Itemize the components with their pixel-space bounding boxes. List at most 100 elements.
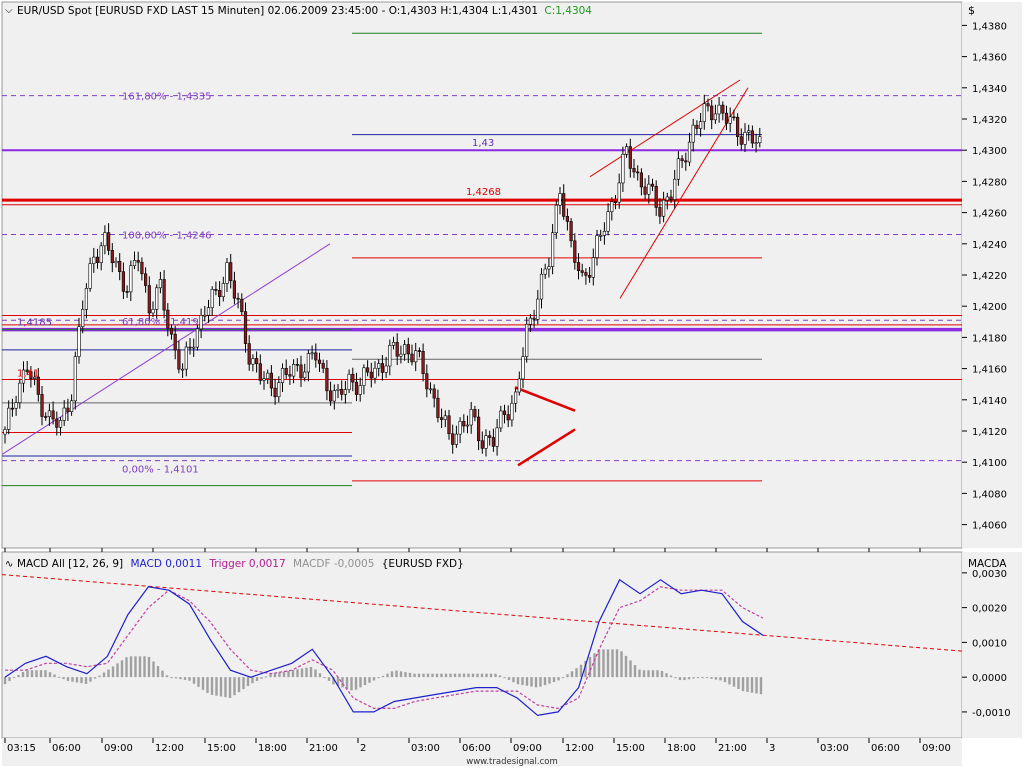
time-tick-label: 09:00 — [104, 743, 133, 754]
time-tick-label: 09:00 — [922, 743, 951, 754]
candle — [580, 270, 584, 273]
macdf-bar — [692, 677, 695, 679]
candle — [539, 273, 544, 300]
candle — [47, 410, 51, 417]
candle — [99, 245, 103, 263]
candle — [336, 388, 340, 391]
candle — [188, 346, 192, 349]
macdf-bar — [44, 670, 47, 678]
macd-header-prefix: MACD All [12, 26, 9] — [17, 558, 123, 570]
price-header: EUR/USD Spot [EURUSD FXD LAST 15 Minuten… — [17, 5, 592, 17]
macdf-bar — [165, 675, 169, 678]
candle — [595, 235, 599, 258]
macdf-bar — [665, 673, 668, 678]
macdf-bar — [476, 673, 479, 678]
candle — [70, 400, 74, 413]
candle — [647, 183, 651, 195]
candle — [573, 240, 577, 263]
macdf-bar — [75, 677, 79, 683]
macdf-bar — [593, 653, 596, 678]
macdf-bar — [116, 663, 119, 678]
macd-panel-icon[interactable]: ∿ — [5, 559, 13, 570]
candle — [480, 440, 484, 449]
triangle-upper-line — [514, 386, 576, 412]
time-tick-label: 06:00 — [462, 743, 491, 754]
time-tick-label: 3 — [769, 743, 775, 754]
candle — [476, 416, 481, 442]
macdf-bar — [561, 677, 565, 679]
candle — [406, 344, 410, 355]
macdf-bar — [728, 677, 731, 685]
candle — [421, 351, 425, 375]
macdf-bar — [629, 660, 632, 678]
macdf-bar — [305, 667, 308, 678]
candle — [310, 352, 314, 355]
macdf-bar — [701, 677, 704, 679]
time-tick-label: 03:00 — [820, 743, 849, 754]
macdf-bar — [552, 677, 556, 683]
macd-plot-area[interactable] — [1, 551, 963, 739]
candle — [155, 287, 159, 310]
macdf-bar — [462, 673, 466, 678]
candle — [273, 387, 277, 398]
time-tick-label: 18:00 — [667, 743, 696, 754]
macdf-bar — [318, 673, 322, 678]
candle — [225, 262, 229, 284]
macdf-bar — [152, 661, 155, 678]
candle — [547, 266, 551, 270]
candle — [365, 367, 370, 373]
macdf-bar — [35, 670, 38, 678]
candle — [673, 178, 677, 200]
candle — [506, 414, 510, 421]
macdf-bar — [732, 677, 736, 687]
candle — [199, 315, 203, 330]
macd-axis-area[interactable] — [962, 552, 1022, 738]
price-panel-icon[interactable]: ⌵ — [5, 5, 13, 16]
price-axis-area[interactable] — [962, 2, 1022, 548]
candle — [536, 298, 540, 320]
macd-symbol-label: {EURUSD FXD} — [382, 558, 464, 570]
price-tick-label: 1,4080 — [972, 489, 1007, 500]
time-tick-label: 06:00 — [871, 743, 900, 754]
time-axis-ticks: 03:15 06:00 09:00 12:00 15:00 18:00 21:00 2 03:0… — [4, 548, 951, 754]
macdf-bar — [453, 673, 457, 678]
time-axis-area[interactable] — [2, 738, 962, 766]
candle — [95, 256, 100, 263]
candle — [687, 141, 692, 163]
fib-label-0: 0,00% - 1,4101 — [122, 465, 199, 476]
candle — [332, 390, 336, 402]
macdf-bar — [525, 677, 529, 686]
macdf-bar — [458, 673, 461, 678]
candle — [114, 260, 118, 264]
candle — [247, 343, 251, 365]
candle — [40, 394, 44, 417]
macdf-bar — [219, 677, 223, 697]
time-tick-label: 06:00 — [52, 743, 81, 754]
candle — [569, 221, 573, 242]
macdf-bar — [498, 675, 502, 678]
price-tick-label: 1,4100 — [972, 458, 1007, 469]
candle — [721, 104, 725, 114]
macdf-bar — [548, 677, 551, 684]
candle — [484, 435, 488, 449]
macdf-bar — [21, 671, 25, 678]
price-tick-label: 1,4380 — [972, 21, 1007, 32]
candle — [280, 368, 285, 383]
macdf-bar — [539, 677, 542, 687]
candle — [107, 232, 111, 251]
macdf-bar — [467, 673, 470, 678]
price-plot-area[interactable] — [1, 1, 963, 549]
candle — [66, 407, 70, 413]
candle — [55, 418, 59, 428]
candle — [613, 201, 618, 204]
candle — [717, 104, 721, 115]
candle — [417, 350, 422, 352]
macdf-bar — [669, 675, 673, 678]
candle — [169, 327, 174, 335]
macdf-bar — [417, 673, 421, 678]
macdf-bar — [485, 673, 488, 678]
macdf-bar — [444, 673, 448, 678]
candle — [347, 373, 351, 390]
candle — [698, 121, 703, 129]
price-tick-label: 1,4300 — [972, 146, 1007, 157]
